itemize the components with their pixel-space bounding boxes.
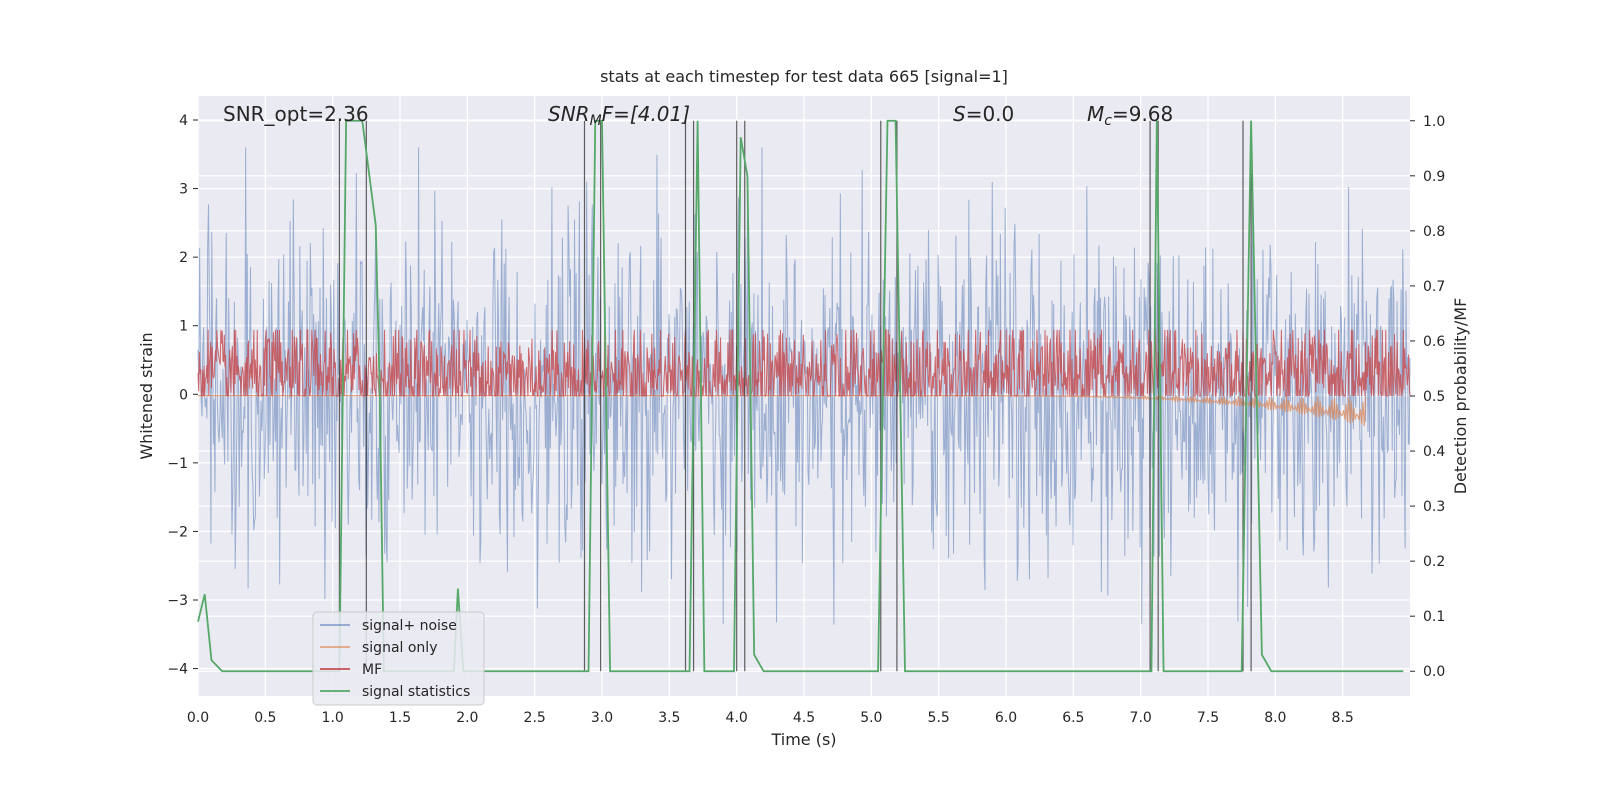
annotation-snr-mf-main: SNR <box>548 102 590 126</box>
x-tick-label-9: 4.5 <box>793 710 815 726</box>
y-axis-ticks: −4 −3 −2 −1 0 1 2 3 4 <box>167 113 198 678</box>
legend-label-1: signal only <box>362 640 437 656</box>
x-tick-label-8: 4.0 <box>726 710 748 726</box>
legend-label-2: MF <box>362 662 382 678</box>
y2-tick-label-10: 1.0 <box>1423 114 1445 130</box>
y-tick-label-7: 3 <box>179 182 188 198</box>
y2-tick-label-9: 0.9 <box>1423 169 1445 185</box>
y-tick-label-1: −3 <box>167 593 188 609</box>
y2-tick-label-0: 0.0 <box>1423 664 1445 680</box>
y2-tick-label-5: 0.5 <box>1423 389 1445 405</box>
x-tick-label-4: 2.0 <box>456 710 478 726</box>
annotation-mc-rest: =9.68 <box>1112 102 1173 126</box>
chart-title: stats at each timestep for test data 665… <box>600 67 1008 86</box>
y-tick-label-2: −2 <box>167 524 188 540</box>
series-mf <box>197 329 1411 398</box>
annotation-mc-sub: c <box>1104 113 1112 129</box>
y-tick-label-5: 1 <box>179 319 188 335</box>
legend-label-3: signal statistics <box>362 684 470 700</box>
legend-box <box>312 611 485 706</box>
annotation-s-main: S <box>953 102 966 126</box>
x-tick-label-0: 0.0 <box>187 710 209 726</box>
y-tick-label-3: −1 <box>167 456 188 472</box>
x-tick-label-10: 5.0 <box>860 710 882 726</box>
annotation-snr-mf-rest-italic: F=[4.01] <box>602 102 690 126</box>
annotation-s: S=0.0 <box>953 102 1014 126</box>
annotation-mc-main: M <box>1087 102 1104 126</box>
x-tick-label-3: 1.5 <box>389 710 411 726</box>
series-signal-statistics <box>197 119 1404 673</box>
x-tick-label-6: 3.0 <box>591 710 613 726</box>
y2-tick-label-7: 0.7 <box>1423 279 1445 295</box>
annotation-mc: Mc=9.68 <box>1087 102 1173 129</box>
x-tick-label-5: 2.5 <box>524 710 546 726</box>
x-tick-label-14: 7.0 <box>1130 710 1152 726</box>
annotation-snr-mf-sub: M <box>590 113 602 129</box>
y2-tick-label-6: 0.6 <box>1423 334 1445 350</box>
legend-label-0: signal+ noise <box>362 618 457 634</box>
x-tick-label-13: 6.5 <box>1062 710 1084 726</box>
annotation-s-rest: =0.0 <box>966 102 1015 126</box>
y-tick-label-4: 0 <box>179 387 188 403</box>
series-line-mf <box>197 329 1411 398</box>
x-tick-label-1: 0.5 <box>254 710 276 726</box>
annotation-snr-opt: SNR_opt=2.36 <box>223 102 369 126</box>
x-tick-label-17: 8.5 <box>1332 710 1354 726</box>
y2-tick-label-1: 0.1 <box>1423 609 1445 625</box>
x-tick-label-11: 5.5 <box>928 710 950 726</box>
x-axis-ticks: 0.0 0.5 1.0 1.5 2.0 2.5 3.0 3.5 4.0 4.5 5.0 5.5 6.0 6… <box>187 710 1354 726</box>
series-line-signal-statistics <box>197 119 1404 673</box>
x-tick-label-15: 7.5 <box>1197 710 1219 726</box>
x-tick-label-12: 6.0 <box>995 710 1017 726</box>
x-tick-label-2: 1.0 <box>322 710 344 726</box>
y2-tick-label-3: 0.3 <box>1423 499 1445 515</box>
y-axis-label: Whitened strain <box>137 332 156 459</box>
y-tick-label-8: 4 <box>179 113 188 129</box>
x-axis-label: Time (s) <box>770 730 836 749</box>
y-tick-label-0: −4 <box>167 662 188 678</box>
y2-tick-label-2: 0.2 <box>1423 554 1445 570</box>
annotation-snr-mf: SNRMF=[4.01] <box>548 102 690 129</box>
x-tick-label-7: 3.5 <box>658 710 680 726</box>
x-tick-label-16: 8.0 <box>1264 710 1286 726</box>
y2-tick-label-8: 0.8 <box>1423 224 1445 240</box>
y-tick-label-6: 2 <box>179 250 188 266</box>
legend: signal+ noise signal only MF signal statist… <box>312 611 485 706</box>
y2-tick-label-4: 0.4 <box>1423 444 1445 460</box>
y2-axis-ticks: 0.0 0.1 0.2 0.3 0.4 0.5 0.6 0.7 0.8 0.9 1.0 <box>1410 114 1445 680</box>
y2-axis-label: Detection probability/MF <box>1451 298 1470 495</box>
